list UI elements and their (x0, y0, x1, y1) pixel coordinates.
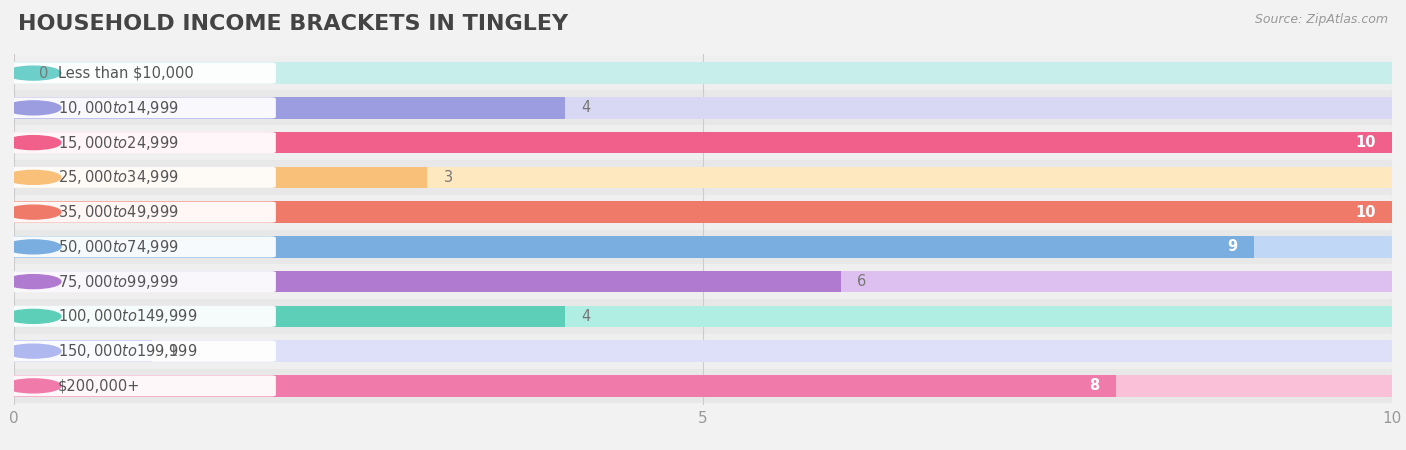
Text: $150,000 to $199,999: $150,000 to $199,999 (58, 342, 198, 360)
Bar (14, 271, 1392, 292)
FancyBboxPatch shape (10, 375, 276, 396)
Circle shape (6, 379, 60, 393)
Text: $50,000 to $74,999: $50,000 to $74,999 (58, 238, 179, 256)
FancyBboxPatch shape (10, 271, 276, 292)
Circle shape (6, 240, 60, 254)
Bar (14, 166, 427, 188)
Text: $200,000+: $200,000+ (58, 378, 141, 393)
Text: $75,000 to $99,999: $75,000 to $99,999 (58, 273, 179, 291)
FancyBboxPatch shape (10, 63, 276, 84)
Bar (14, 264, 1392, 299)
Text: 6: 6 (858, 274, 866, 289)
FancyBboxPatch shape (10, 341, 276, 362)
Text: $15,000 to $24,999: $15,000 to $24,999 (58, 134, 179, 152)
Text: Less than $10,000: Less than $10,000 (58, 66, 194, 81)
Text: 1: 1 (169, 344, 177, 359)
Bar (14, 375, 1116, 396)
Bar (14, 132, 1392, 153)
Text: 9: 9 (1227, 239, 1237, 254)
Bar (14, 236, 1392, 258)
Bar (14, 299, 1392, 334)
Bar (14, 97, 565, 119)
Text: $10,000 to $14,999: $10,000 to $14,999 (58, 99, 179, 117)
Circle shape (6, 171, 60, 184)
Circle shape (6, 205, 60, 219)
Text: 3: 3 (444, 170, 453, 185)
Bar (14, 56, 1392, 90)
Bar (14, 63, 1392, 84)
FancyBboxPatch shape (10, 306, 276, 327)
Circle shape (6, 101, 60, 115)
Bar (14, 166, 1392, 188)
Circle shape (6, 274, 60, 288)
Circle shape (6, 344, 60, 358)
Text: 10: 10 (1355, 205, 1375, 220)
FancyBboxPatch shape (10, 167, 276, 188)
Text: 10: 10 (1355, 135, 1375, 150)
Bar (14, 369, 1392, 403)
Bar (14, 97, 1392, 119)
Bar (14, 271, 841, 292)
Text: $100,000 to $149,999: $100,000 to $149,999 (58, 307, 198, 325)
Bar (14, 201, 1392, 223)
Bar (14, 201, 1392, 223)
Text: 4: 4 (582, 100, 591, 115)
Bar (14, 340, 1392, 362)
Bar (14, 340, 152, 362)
Bar (14, 195, 1392, 230)
Bar (14, 90, 1392, 125)
Bar (14, 334, 1392, 369)
FancyBboxPatch shape (10, 202, 276, 223)
Circle shape (6, 310, 60, 324)
Text: 8: 8 (1090, 378, 1099, 393)
Bar (14, 230, 1392, 264)
FancyBboxPatch shape (10, 236, 276, 257)
Bar (14, 125, 1392, 160)
Bar (14, 375, 1392, 396)
Bar (14, 132, 1392, 153)
Bar (14, 236, 1254, 258)
Text: $25,000 to $34,999: $25,000 to $34,999 (58, 168, 179, 186)
Bar (14, 306, 1392, 327)
Text: $35,000 to $49,999: $35,000 to $49,999 (58, 203, 179, 221)
Text: HOUSEHOLD INCOME BRACKETS IN TINGLEY: HOUSEHOLD INCOME BRACKETS IN TINGLEY (18, 14, 568, 33)
Circle shape (6, 66, 60, 80)
Bar (14, 306, 565, 327)
FancyBboxPatch shape (10, 132, 276, 153)
Text: 0: 0 (39, 66, 48, 81)
Text: 4: 4 (582, 309, 591, 324)
Circle shape (6, 135, 60, 149)
FancyBboxPatch shape (10, 97, 276, 118)
Bar (14, 160, 1392, 195)
Text: Source: ZipAtlas.com: Source: ZipAtlas.com (1254, 14, 1388, 27)
